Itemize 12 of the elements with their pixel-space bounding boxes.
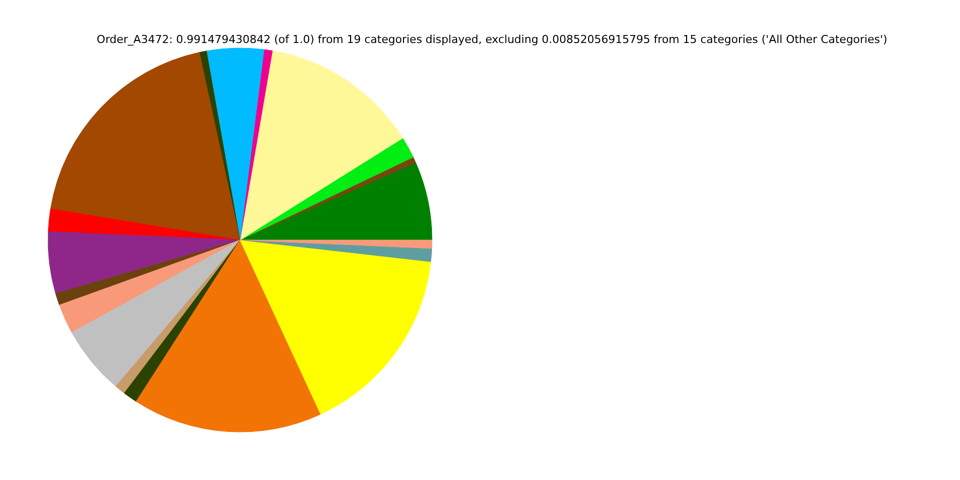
pie-slice [240, 138, 414, 240]
pie-slice [72, 240, 240, 387]
pie-slice [240, 49, 273, 240]
pie-slice [48, 208, 240, 240]
pie-slice [206, 48, 264, 240]
pie-slice [55, 240, 240, 306]
text: Order_A3472: 0.991479430842 (of 1.0) from 19 categories displayed, excluding 0.00852056915795 from 15 categories ('All Other Categories') [96, 33, 888, 46]
pie-slice [240, 50, 404, 240]
pie-slice [48, 231, 240, 294]
pie-slice [50, 52, 240, 240]
pie-slice [136, 240, 321, 432]
pie-slice [240, 240, 432, 414]
